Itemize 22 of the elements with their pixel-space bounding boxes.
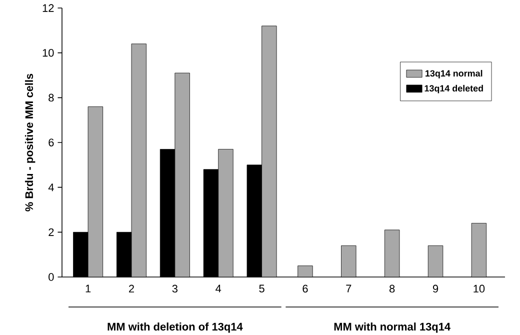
y-tick-label: 4 bbox=[48, 184, 54, 192]
x-tick-label: 6 bbox=[302, 284, 308, 293]
legend-label: 13q14 normal bbox=[426, 70, 482, 78]
x-tick-label: 3 bbox=[172, 284, 178, 293]
text: MM with normal 13q14 bbox=[334, 322, 450, 333]
x-tick-label: 5 bbox=[259, 284, 264, 292]
y-tick-label: 12 bbox=[42, 4, 54, 12]
y-tick-label: 0 bbox=[48, 273, 54, 281]
x-tick-label: 10 bbox=[474, 284, 485, 293]
x-tick-label: 2 bbox=[128, 284, 134, 292]
y-axis-title: % Brdu - positive MM cells bbox=[24, 74, 36, 212]
y-tick-label: 6 bbox=[48, 138, 54, 146]
x-tick-label: 9 bbox=[432, 284, 438, 293]
y-tick-label: 10 bbox=[42, 48, 54, 57]
x-tick-label: 1 bbox=[86, 284, 91, 292]
y-tick-label: 2 bbox=[48, 228, 54, 236]
text: MM with deletion of 13q14 bbox=[108, 322, 243, 333]
y-tick-label: 8 bbox=[48, 94, 54, 102]
legend-label: 13q14 deleted bbox=[424, 84, 483, 94]
x-tick-label: 8 bbox=[390, 284, 395, 293]
x-tick-label: 4 bbox=[216, 284, 222, 292]
x-tick-label: 7 bbox=[346, 284, 352, 292]
